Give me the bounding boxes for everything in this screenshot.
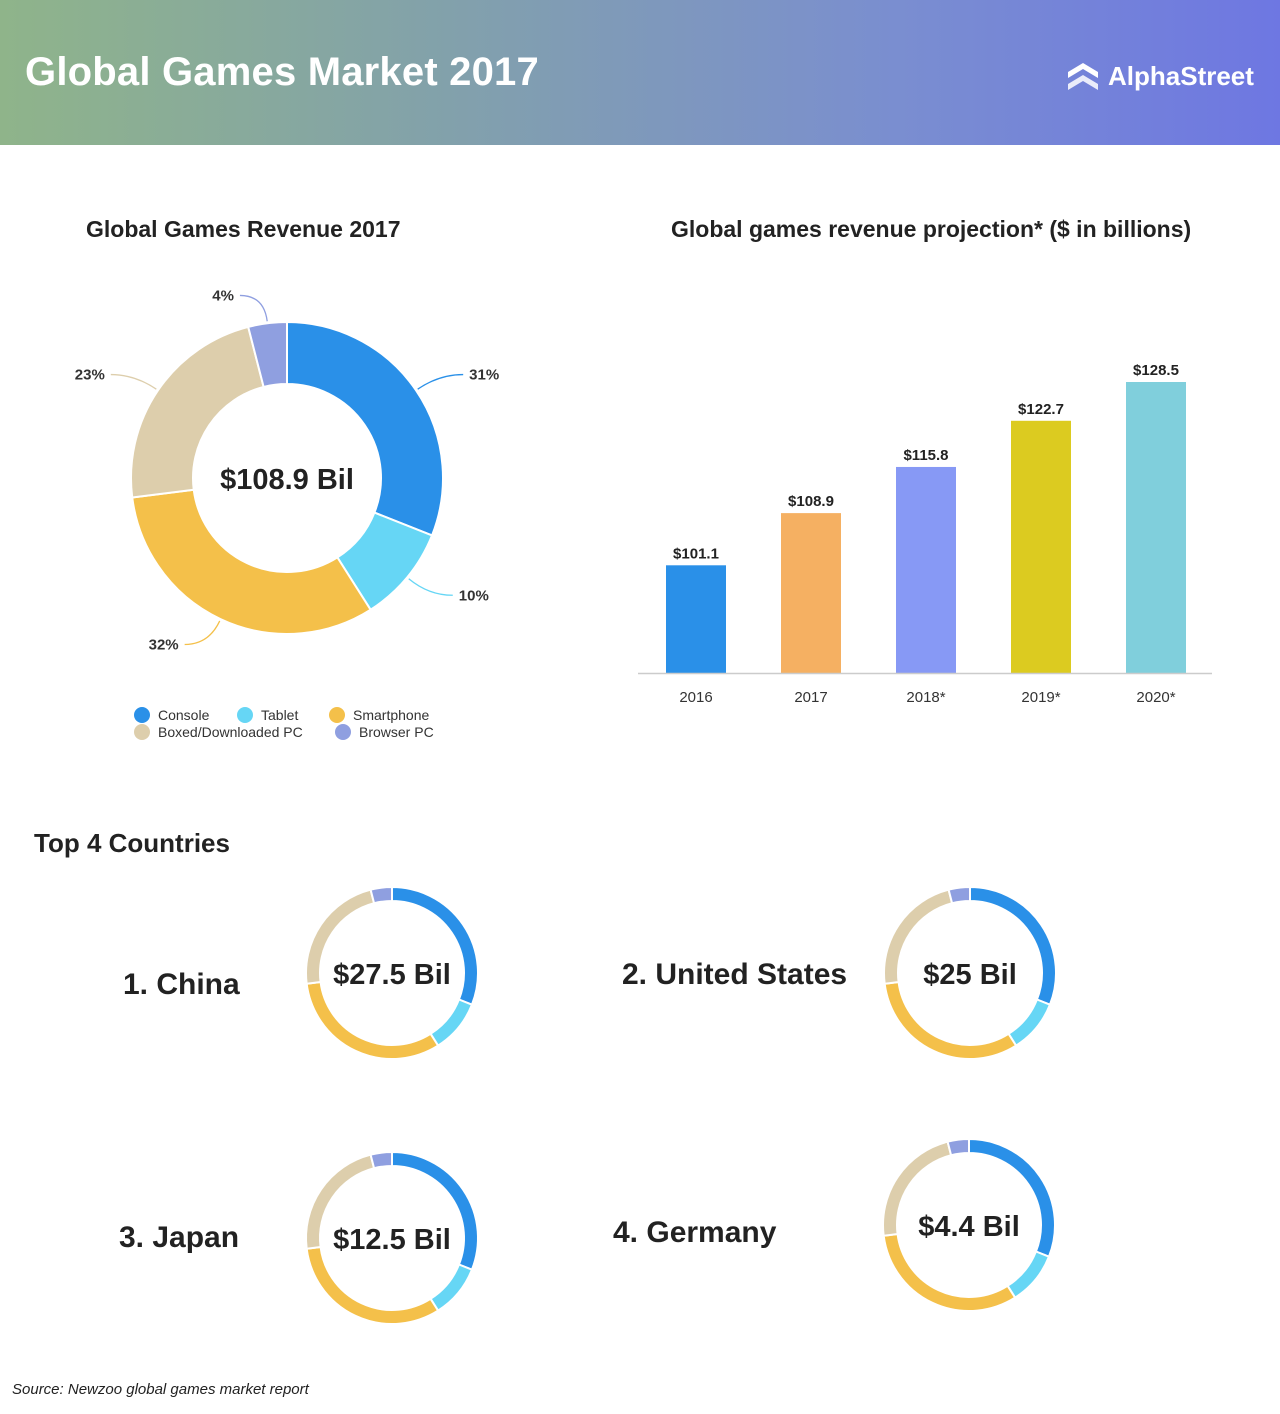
country-donut-united-states: $25 Bil [883, 885, 1057, 1060]
bar-2018 [896, 466, 956, 673]
ring-segment-tablet [429, 998, 474, 1047]
legend-swatch [134, 724, 150, 740]
donut-slice-boxed-downloaded-pc [130, 325, 265, 499]
bar-value-label: $115.8 [903, 447, 948, 464]
legend-item-tablet: Tablet [237, 706, 298, 724]
alphastreet-logo-icon [1068, 63, 1098, 90]
slice-label-smartphone: 32% [149, 636, 179, 653]
ring-segment-browser-pc [946, 1137, 970, 1157]
x-tick-label: 2018* [906, 689, 945, 706]
donut-center-total: $108.9 Bil [220, 464, 354, 496]
x-tick-label: 2016 [679, 689, 712, 706]
leader-line-boxed-downloaded-pc [110, 373, 157, 390]
bar-chart-title: Global games revenue projection* ($ in b… [671, 216, 1192, 242]
slice-label-browser-pc: 4% [212, 287, 234, 304]
leader-line-browser-pc [239, 294, 268, 322]
header-banner: Global Games Market 2017 AlphaStreet [0, 0, 1280, 145]
leader-line-tablet [408, 578, 453, 596]
brand: AlphaStreet [1066, 58, 1254, 94]
leader-line-smartphone [184, 620, 221, 646]
bar-2020 [1126, 382, 1186, 673]
ring-segment-smartphone [305, 980, 440, 1060]
legend-swatch [335, 724, 351, 740]
bar-2016 [666, 565, 726, 673]
legend-label: Boxed/Downloaded PC [158, 724, 303, 740]
country-donut-japan: $12.5 Bil [305, 1150, 479, 1325]
x-tick-label: 2017 [794, 689, 827, 706]
revenue-projection-bar-chart: $101.1 2016 $108.9 2017 $115.8 2018* $122.7 201… [638, 362, 1212, 706]
country-revenue-value: $12.5 Bil [333, 1224, 451, 1256]
country-revenue-value: $27.5 Bil [333, 959, 451, 991]
country-label-germany: 4. Germany [613, 1216, 777, 1249]
ring-segment-smartphone [883, 980, 1018, 1060]
country-label-united-states: 2. United States [622, 958, 848, 991]
legend-label: Smartphone [353, 707, 430, 723]
bar-2019 [1011, 420, 1071, 673]
ring-segment-tablet [429, 1263, 474, 1312]
bar-value-label: $101.1 [673, 545, 719, 562]
legend-label: Console [158, 707, 210, 723]
legend-label: Browser PC [359, 724, 434, 740]
legend-item-boxed-downloaded-pc: Boxed/Downloaded PC [134, 723, 303, 741]
leader-line-console [417, 373, 464, 390]
legend-item-console: Console [134, 706, 209, 724]
bar-value-label: $122.7 [1018, 401, 1064, 418]
bar-2017 [781, 513, 841, 673]
country-donut-germany: $4.4 Bil [882, 1137, 1056, 1312]
country-donut-china: $27.5 Bil [305, 885, 479, 1060]
legend-swatch [237, 707, 253, 723]
slice-label-tablet: 10% [459, 587, 489, 604]
x-tick-label: 2019* [1021, 689, 1060, 706]
slice-label-boxed-downloaded-pc: 23% [75, 367, 105, 384]
bar-value-label: $108.9 [788, 493, 834, 510]
ring-segment-tablet [1007, 998, 1052, 1047]
donut-slice-console [286, 320, 444, 537]
slice-label-console: 31% [469, 367, 499, 384]
donut-slice-smartphone [131, 488, 372, 635]
country-label-japan: 3. Japan [119, 1221, 240, 1254]
donut-slice-browser-pc [246, 320, 288, 389]
ring-segment-smartphone [882, 1232, 1017, 1312]
bar-value-label: $128.5 [1133, 362, 1179, 379]
donut-chart-title: Global Games Revenue 2017 [86, 216, 401, 242]
legend-label: Tablet [261, 707, 299, 723]
ring-segment-browser-pc [369, 1150, 393, 1170]
ring-segment-browser-pc [947, 885, 971, 905]
country-label-china: 1. China [123, 968, 240, 1001]
page-title: Global Games Market 2017 [25, 50, 539, 94]
legend-item-browser-pc: Browser PC [335, 723, 434, 741]
x-tick-label: 2020* [1136, 689, 1175, 706]
legend-item-smartphone: Smartphone [329, 706, 429, 724]
country-revenue-value: $25 Bil [923, 959, 1017, 991]
country-revenue-value: $4.4 Bil [918, 1211, 1020, 1243]
legend-swatch [329, 707, 345, 723]
revenue-donut-chart: 31% 10% 32% 23% 4% $108.9 Bil [75, 287, 499, 653]
brand-name: AlphaStreet [1108, 60, 1254, 91]
source-note: Source: Newzoo global games market repor… [12, 1381, 309, 1398]
ring-segment-tablet [1006, 1250, 1051, 1299]
legend-swatch [134, 707, 150, 723]
ring-segment-smartphone [305, 1245, 440, 1325]
top-countries-title: Top 4 Countries [34, 828, 230, 858]
ring-segment-browser-pc [369, 885, 393, 905]
